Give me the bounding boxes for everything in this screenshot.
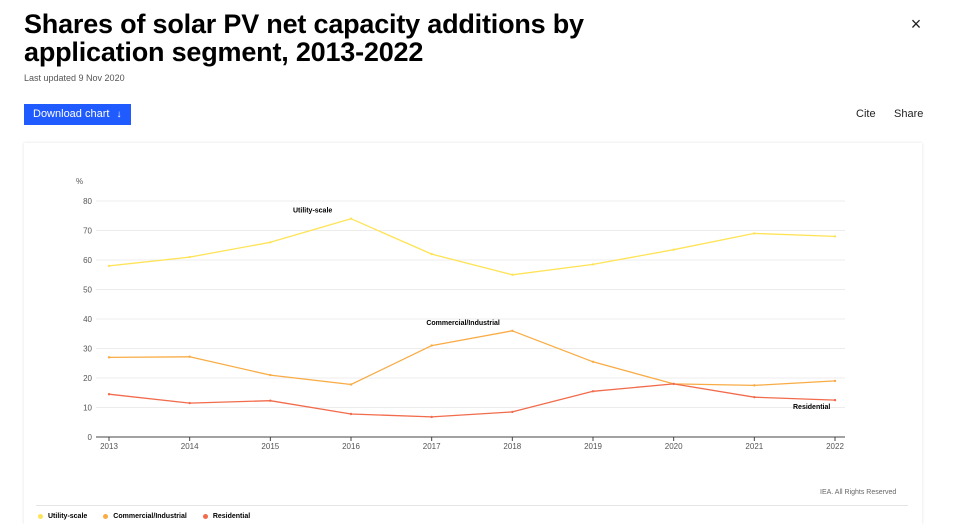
data-point bbox=[753, 395, 756, 399]
data-point bbox=[430, 415, 433, 419]
legend-label: Commercial/Industrial bbox=[113, 513, 187, 520]
chart-axes: % 0 10 20 30 40 50 60 70 80 2013 2014 2015 2016 2017 2… bbox=[76, 177, 844, 451]
download-chart-button[interactable]: Download chart ↓ bbox=[24, 104, 131, 125]
y-axis-label: % bbox=[76, 177, 83, 186]
y-tick-label: 70 bbox=[83, 227, 92, 236]
data-point bbox=[107, 393, 111, 396]
series-labels: Utility-scale Commercial/Industrial Reside… bbox=[293, 208, 830, 411]
y-tick-label: 80 bbox=[83, 197, 92, 206]
y-tick-label: 60 bbox=[83, 256, 92, 265]
legend-dot-icon bbox=[202, 514, 208, 519]
last-updated-text: Last updated 9 Nov 2020 bbox=[24, 73, 125, 83]
data-point bbox=[591, 360, 595, 363]
legend-item[interactable]: Commercial/Industrial bbox=[103, 513, 187, 520]
data-point bbox=[833, 235, 837, 238]
x-tick-label: 2016 bbox=[342, 442, 360, 451]
data-point bbox=[269, 373, 272, 377]
x-tick-label: 2013 bbox=[100, 442, 118, 451]
data-point bbox=[511, 273, 514, 276]
data-point bbox=[672, 248, 675, 251]
data-point bbox=[833, 398, 837, 402]
data-point bbox=[430, 344, 433, 347]
data-point bbox=[107, 356, 111, 359]
legend-label: Residential bbox=[212, 513, 251, 520]
share-link[interactable]: Share bbox=[894, 108, 924, 120]
data-point bbox=[107, 264, 111, 268]
data-point bbox=[672, 382, 675, 386]
x-tick-label: 2015 bbox=[261, 442, 279, 451]
chart-card bbox=[24, 143, 922, 524]
close-icon[interactable]: × bbox=[910, 14, 922, 34]
data-point bbox=[833, 379, 837, 383]
data-point bbox=[188, 255, 191, 259]
data-point bbox=[591, 390, 595, 393]
series-line-0 bbox=[108, 218, 836, 276]
cite-link[interactable]: Cite bbox=[856, 108, 876, 120]
data-point bbox=[753, 384, 756, 387]
data-point bbox=[591, 263, 595, 266]
legend-item[interactable]: Utility-scale bbox=[38, 513, 87, 520]
arrow-down-icon: ↓ bbox=[116, 109, 122, 120]
page-title: Shares of solar PV net capacity addition… bbox=[24, 9, 584, 67]
series-label: Residential bbox=[793, 404, 830, 411]
data-point bbox=[430, 252, 433, 256]
chart-series bbox=[107, 217, 837, 419]
series-label: Commercial/Industrial bbox=[426, 320, 500, 327]
y-tick-label: 30 bbox=[83, 345, 92, 354]
x-tick-label: 2019 bbox=[584, 442, 602, 451]
series-line-1 bbox=[108, 330, 836, 387]
data-point bbox=[349, 217, 353, 220]
x-tick-label: 2014 bbox=[181, 442, 199, 451]
legend-label: Utility-scale bbox=[48, 513, 88, 520]
y-tick-label: 50 bbox=[83, 286, 92, 295]
data-point bbox=[269, 241, 272, 244]
data-point bbox=[269, 399, 272, 402]
y-tick-label: 40 bbox=[83, 315, 92, 324]
x-tick-label: 2021 bbox=[745, 442, 763, 451]
data-point bbox=[511, 410, 514, 414]
series-label: Utility-scale bbox=[293, 208, 332, 215]
data-point bbox=[753, 232, 756, 235]
x-tick-label: 2020 bbox=[665, 442, 683, 451]
data-point bbox=[511, 329, 514, 332]
data-point bbox=[188, 401, 191, 405]
series-line-2 bbox=[108, 383, 836, 418]
legend-divider bbox=[36, 505, 908, 506]
data-point bbox=[349, 412, 353, 416]
x-tick-label: 2018 bbox=[503, 442, 521, 451]
chart-grid bbox=[96, 200, 845, 438]
download-chart-label: Download chart bbox=[33, 108, 110, 120]
legend-dot-icon bbox=[103, 514, 109, 519]
y-tick-label: 0 bbox=[88, 433, 93, 442]
data-point bbox=[349, 383, 353, 386]
x-tick-label: 2022 bbox=[826, 442, 844, 451]
rights-text: IEA. All Rights Reserved bbox=[820, 489, 897, 496]
legend-item[interactable]: Residential bbox=[202, 513, 251, 520]
y-tick-label: 20 bbox=[83, 374, 92, 383]
y-tick-label: 10 bbox=[83, 404, 92, 413]
x-tick-label: 2017 bbox=[423, 442, 441, 451]
chart-legend: Utility-scale Commercial/Industrial Reside… bbox=[38, 513, 250, 520]
legend-dot-icon bbox=[38, 514, 43, 519]
data-point bbox=[188, 355, 191, 358]
